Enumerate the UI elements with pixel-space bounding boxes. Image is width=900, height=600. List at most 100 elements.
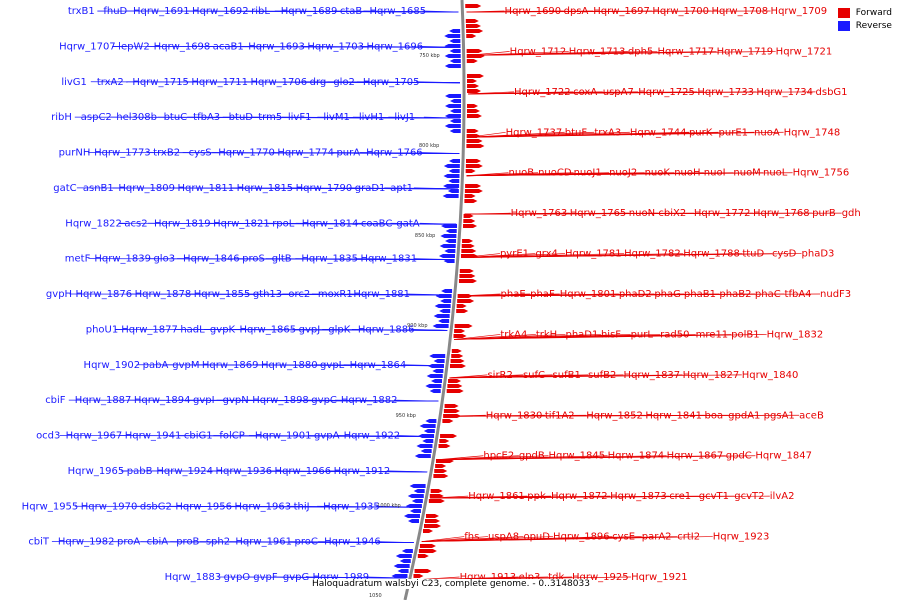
reverse-gene-feature [407, 494, 424, 498]
reverse-gene-label: rpoL [272, 218, 295, 229]
forward-gene-label: cysD [772, 249, 797, 260]
forward-gene-label: nuoK [645, 168, 671, 179]
scale-tick-label: 950 kbp [396, 413, 416, 419]
reverse-leader-line [112, 46, 460, 48]
forward-gene-label: uspA7 [603, 87, 634, 98]
forward-gene-feature [465, 164, 483, 168]
forward-gene-feature [466, 139, 483, 143]
forward-gene-feature [459, 269, 474, 273]
forward-gene-label: Hqrw_1713 [569, 46, 626, 57]
reverse-gene-feature [449, 59, 461, 63]
reverse-gene-label: graD1 [355, 183, 386, 194]
reverse-gene-feature [395, 554, 412, 558]
forward-gene-feature [461, 244, 475, 248]
reverse-gene-label: cysS [189, 148, 212, 159]
reverse-gene-label: Hqrw_1692 [192, 6, 249, 17]
forward-gene-label: nuoJ2 [609, 168, 637, 179]
forward-gene-label: Hqrw_1719 [717, 46, 774, 57]
reverse-gene-label: Hqrw_1961 [235, 537, 292, 548]
forward-gene-label: trkH [536, 329, 557, 340]
reverse-gene-label: ribL [251, 6, 270, 17]
forward-gene-feature [462, 239, 474, 243]
forward-leader-line [437, 455, 756, 461]
reverse-gene-label: pabB [127, 466, 153, 477]
forward-gene-label: btuF [565, 127, 588, 138]
reverse-gene-label: gvpC [311, 395, 337, 406]
reverse-gene-label: Hqrw_1955 [22, 501, 79, 512]
forward-gene-label: nudF3 [820, 289, 851, 300]
scale-tick-label: 1000 kbp [377, 503, 401, 509]
reverse-gene-feature [448, 169, 460, 173]
reverse-gene-label: Hqrw_1880 [261, 360, 318, 371]
reverse-gene-feature [427, 364, 444, 368]
forward-gene-feature [466, 134, 481, 138]
reverse-gene-feature [444, 114, 461, 118]
reverse-gene-label: Hqrw_1894 [134, 395, 191, 406]
reverse-gene-label: apt1 [390, 183, 413, 194]
forward-gene-feature [456, 304, 467, 308]
reverse-gene-label: trxB2 [153, 148, 180, 159]
reverse-gene-label: gvpM [172, 360, 199, 371]
reverse-gene-label: Hqrw_1865 [240, 324, 297, 335]
reverse-gene-label: gvpF [253, 572, 278, 583]
reverse-gene-label: Hqrw_1967 [66, 431, 123, 442]
scale-ticks: 750 kbp 800 kbp 850 kbp 900 kbp 950 kbp 1000 … [369, 53, 440, 599]
reverse-gene-label: Hqrw_1956 [175, 501, 232, 512]
reverse-gene-label: Hqrw_1821 [213, 218, 270, 229]
reverse-gene-label: cbiA [147, 537, 169, 548]
forward-gene-label: Hqrw_1896 [553, 532, 610, 543]
reverse-gene-label: orc2 [288, 289, 310, 300]
reverse-leader-line [97, 10, 459, 13]
reverse-leader-line [76, 187, 458, 190]
reverse-gene-feature [391, 574, 408, 578]
reverse-gene-feature [443, 164, 460, 168]
reverse-gene-feature [399, 559, 411, 563]
forward-gene-label: Hqrw_1913 [460, 572, 517, 583]
reverse-gene-label: Hqrw_1922 [344, 431, 401, 442]
reverse-gene-feature [449, 49, 461, 53]
reverse-gene-label: trxA2 [97, 77, 124, 88]
forward-swatch [837, 8, 850, 18]
scale-tick-label: 750 kbp [419, 53, 439, 59]
forward-gene-feature [466, 54, 485, 58]
reverse-gene-label: gltB [272, 254, 292, 265]
forward-gene-feature [451, 354, 464, 358]
forward-gene-label: phaE [501, 289, 526, 300]
reverse-gene-label: purA [336, 148, 360, 159]
reverse-gene-feature [425, 384, 442, 388]
forward-gene-label: aceB [799, 410, 824, 421]
forward-gene-label: purB [812, 208, 836, 219]
reverse-gene-feature [444, 64, 461, 68]
forward-gene-label: Hqrw_1737 [506, 127, 563, 138]
forward-gene-feature [466, 34, 477, 38]
forward-gene-feature [467, 104, 479, 108]
reverse-swatch [837, 21, 850, 31]
forward-gene-label: tfbA4 [785, 289, 812, 300]
reverse-gene-label: Hqrw_1965 [68, 466, 125, 477]
forward-gene-feature [439, 439, 450, 443]
forward-gene-label: ttuD [742, 249, 764, 260]
forward-gene-feature [430, 489, 443, 493]
forward-gene-label: Hqrw_1782 [624, 249, 681, 260]
reverse-gene-label: asnB1 [83, 183, 114, 194]
forward-leader-line [467, 51, 776, 56]
reverse-gene-feature [419, 424, 436, 428]
forward-gene-label: nuoL [763, 168, 788, 179]
reverse-leader-line [217, 576, 407, 579]
forward-gene-label: crtI2 [677, 532, 700, 543]
forward-gene-label: Hqrw_1700 [652, 6, 709, 17]
reverse-gene-label: proB [176, 537, 199, 548]
forward-gene-label: Hqrw_1925 [572, 572, 629, 583]
forward-gene-label: phaD3 [802, 249, 835, 260]
forward-gene-feature [466, 59, 478, 63]
reverse-gene-feature [449, 39, 461, 43]
forward-gene-label: Hqrw_1827 [683, 370, 740, 381]
legend-forward: Forward [837, 8, 892, 18]
reverse-gene-label: Hqrw_1878 [135, 289, 192, 300]
reverse-gene-label: Hqrw_1970 [81, 501, 138, 512]
reverse-gene-label: cbiT [28, 537, 50, 548]
reverse-gene-feature [449, 109, 461, 113]
reverse-gene-label: Hqrw_1685 [369, 6, 426, 17]
reverse-gene-label: Hqrw_1711 [191, 77, 248, 88]
reverse-leader-line [88, 258, 454, 260]
